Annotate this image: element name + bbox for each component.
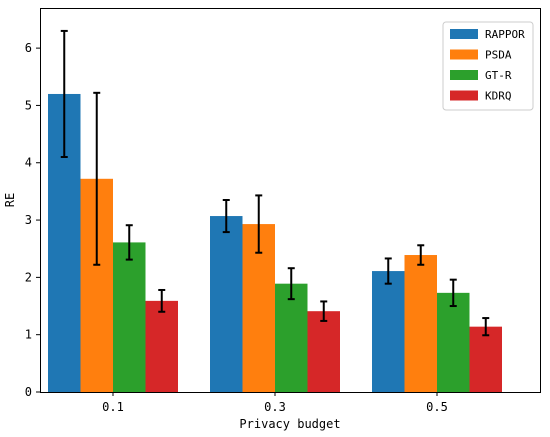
bars-layer [48, 93, 502, 392]
y-tick-label: 3 [25, 213, 32, 227]
bar [275, 283, 308, 392]
error-bars-layer [60, 29, 490, 337]
y-axis-label: RE [3, 193, 17, 207]
y-tick-label: 1 [25, 328, 32, 342]
y-tick-label: 4 [25, 156, 32, 170]
y-tick-label: 6 [25, 41, 32, 55]
legend-label: RAPPOR [485, 28, 525, 41]
y-tick-label: 0 [25, 385, 32, 399]
legend-box [442, 21, 534, 111]
x-axis-label: Privacy budget [239, 417, 340, 431]
bar [372, 271, 405, 392]
bar [145, 300, 178, 392]
x-tick-label: 0.3 [264, 400, 286, 414]
x-tick-label: 0.1 [102, 400, 124, 414]
x-tick-label: 0.5 [426, 400, 448, 414]
legend-swatch [450, 29, 478, 39]
legend-swatch [450, 49, 478, 60]
y-tick-label: 2 [25, 270, 32, 284]
plot-frame [40, 8, 541, 393]
legend: RAPPOR PSDA GT-R KDRQ [442, 21, 534, 111]
bar [210, 216, 243, 392]
y-axis: 0 1 2 3 4 5 6 [25, 41, 40, 399]
legend-label: PSDA [485, 49, 512, 62]
legend-label: GT-R [485, 69, 512, 82]
x-axis: 0.1 0.3 0.5 [102, 392, 448, 414]
y-tick-label: 5 [25, 98, 32, 112]
bar [469, 326, 502, 392]
bar [307, 311, 340, 392]
bar [113, 242, 146, 392]
legend-label: KDRQ [485, 90, 512, 103]
bar [437, 292, 470, 392]
legend-swatch [450, 90, 478, 101]
bar [404, 255, 437, 392]
legend-swatch [450, 70, 478, 80]
